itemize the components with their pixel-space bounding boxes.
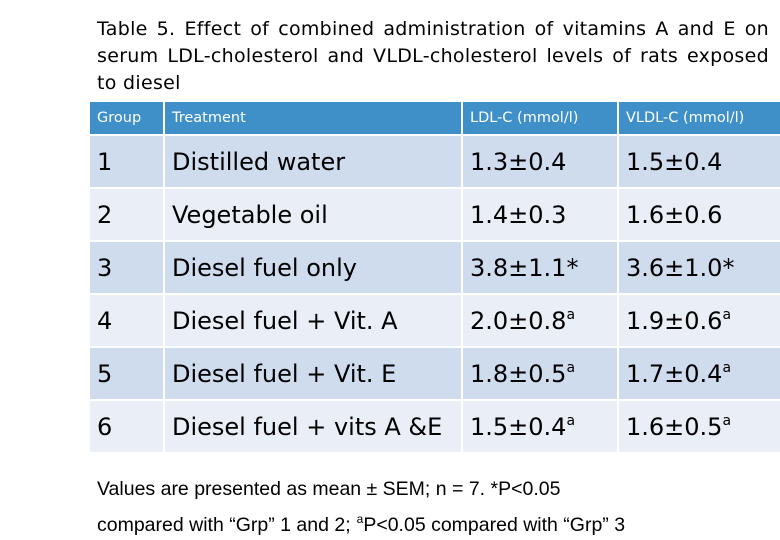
table-row: 5 Diesel fuel + Vit. E 1.8±0.5a 1.7±0.4a bbox=[90, 346, 780, 400]
cell-ldl: 3.8±1.1* bbox=[462, 240, 619, 294]
cell-treatment: Diesel fuel + vits A &E bbox=[164, 399, 463, 452]
vldl-value: 1.6±0.5 bbox=[626, 412, 723, 441]
header-row: Group Treatment LDL-C (mmol/l) VLDL-C (m… bbox=[90, 102, 780, 135]
table-row: 1 Distilled water 1.3±0.4 1.5±0.4 bbox=[90, 134, 780, 188]
footnote-line-2-part-2: P<0.05 compared with “Grp” 3 bbox=[363, 514, 626, 536]
header-ldl: LDL-C (mmol/l) bbox=[462, 102, 619, 135]
cell-group: 1 bbox=[90, 134, 165, 188]
footnote-line-2-part-1: compared with “Grp” 1 and 2; bbox=[97, 514, 351, 536]
cell-treatment: Diesel fuel + Vit. E bbox=[164, 346, 463, 400]
header-treatment: Treatment bbox=[164, 102, 463, 135]
vldl-value: 1.9±0.6 bbox=[626, 306, 723, 335]
cell-group: 2 bbox=[90, 187, 165, 241]
vldl-superscript: a bbox=[722, 412, 732, 429]
ldl-value: 1.5±0.4 bbox=[470, 412, 567, 441]
cell-ldl: 1.4±0.3 bbox=[462, 187, 619, 241]
header-group: Group bbox=[90, 102, 165, 135]
cell-ldl: 2.0±0.8a bbox=[462, 293, 619, 347]
cell-group: 6 bbox=[90, 399, 165, 452]
cell-treatment: Diesel fuel only bbox=[164, 240, 463, 294]
table-row: 3 Diesel fuel only 3.8±1.1* 3.6±1.0* bbox=[90, 240, 780, 294]
cell-group: 5 bbox=[90, 346, 165, 400]
vldl-value: 1.6±0.6 bbox=[626, 200, 723, 229]
footnote-superscript: a bbox=[356, 512, 364, 526]
table-row: 4 Diesel fuel + Vit. A 2.0±0.8a 1.9±0.6a bbox=[90, 293, 780, 347]
cell-treatment: Diesel fuel + Vit. A bbox=[164, 293, 463, 347]
cell-ldl: 1.8±0.5a bbox=[462, 346, 619, 400]
ldl-value: 1.3±0.4 bbox=[470, 147, 567, 176]
ldl-superscript: a bbox=[566, 306, 576, 323]
cell-vldl: 1.6±0.5a bbox=[618, 399, 780, 452]
cell-vldl: 1.9±0.6a bbox=[618, 293, 780, 347]
ldl-value: 3.8±1.1* bbox=[470, 253, 579, 282]
cell-treatment: Distilled water bbox=[164, 134, 463, 188]
cell-group: 4 bbox=[90, 293, 165, 347]
ldl-value: 1.8±0.5 bbox=[470, 359, 567, 388]
cell-vldl: 1.6±0.6 bbox=[618, 187, 780, 241]
table-title: Table 5. Effect of combined administrati… bbox=[97, 18, 769, 94]
ldl-superscript: a bbox=[566, 359, 576, 376]
vldl-value: 1.5±0.4 bbox=[626, 147, 723, 176]
footnote-line-2: compared with “Grp” 1 and 2; aP<0.05 comp… bbox=[97, 504, 777, 540]
ldl-superscript: a bbox=[566, 412, 576, 429]
vldl-value: 3.6±1.0* bbox=[626, 253, 735, 282]
results-table: Group Treatment LDL-C (mmol/l) VLDL-C (m… bbox=[90, 102, 780, 452]
cell-vldl: 3.6±1.0* bbox=[618, 240, 780, 294]
cell-ldl: 1.5±0.4a bbox=[462, 399, 619, 452]
cell-vldl: 1.7±0.4a bbox=[618, 346, 780, 400]
table-row: 2 Vegetable oil 1.4±0.3 1.6±0.6 bbox=[90, 187, 780, 241]
cell-treatment: Vegetable oil bbox=[164, 187, 463, 241]
vldl-value: 1.7±0.4 bbox=[626, 359, 723, 388]
cell-vldl: 1.5±0.4 bbox=[618, 134, 780, 188]
table-row: 6 Diesel fuel + vits A &E 1.5±0.4a 1.6±0… bbox=[90, 399, 780, 452]
header-vldl: VLDL-C (mmol/l) bbox=[618, 102, 780, 135]
ldl-value: 1.4±0.3 bbox=[470, 200, 567, 229]
footnote-line-1: Values are presented as mean ± SEM; n = … bbox=[97, 478, 561, 500]
footnote: Values are presented as mean ± SEM; n = … bbox=[97, 474, 777, 540]
cell-group: 3 bbox=[90, 240, 165, 294]
vldl-superscript: a bbox=[722, 359, 732, 376]
vldl-superscript: a bbox=[722, 306, 732, 323]
ldl-value: 2.0±0.8 bbox=[470, 306, 567, 335]
cell-ldl: 1.3±0.4 bbox=[462, 134, 619, 188]
